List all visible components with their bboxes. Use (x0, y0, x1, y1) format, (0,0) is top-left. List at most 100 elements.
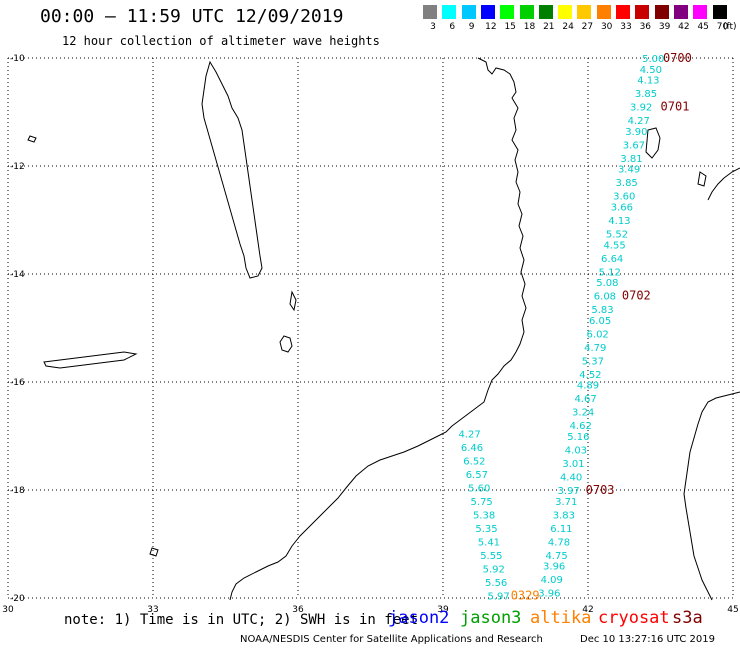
scale-swatch (712, 5, 727, 19)
wave-height-value: 3.71 (555, 497, 577, 508)
wave-height-value: 3.60 (613, 192, 635, 203)
observations-layer: 5.004.504.133.853.924.273.903.673.813.49… (458, 54, 664, 602)
wave-height-value: 3.92 (630, 103, 652, 114)
wave-height-value: 4.13 (637, 76, 659, 87)
wave-height-value: 5.08 (596, 278, 618, 289)
generated-timestamp: Dec 10 13:27:16 UTC 2019 (580, 634, 715, 645)
scale-swatch (442, 5, 457, 19)
wave-height-value: 6.64 (601, 254, 623, 265)
map-subtitle: 12 hour collection of altimeter wave hei… (62, 34, 380, 48)
scale-tick-label: 12 (485, 22, 497, 32)
wave-height-value: 4.78 (548, 537, 570, 548)
wave-height-value: 3.01 (562, 459, 584, 470)
wave-height-value: 5.12 (599, 267, 621, 278)
longitude-labels: 30 33 36 39 42 45 (2, 605, 738, 615)
scale-tick-label: 45 (697, 22, 709, 32)
credit-line: NOAA/NESDIS Center for Satellite Applica… (240, 634, 543, 645)
scale-tick-label: 70 (716, 22, 729, 32)
lat-tick-label: -20 (10, 594, 25, 604)
wave-height-value: 4.13 (608, 216, 630, 227)
wave-height-value: 3.97 (558, 486, 580, 497)
wave-height-value: 4.40 (560, 473, 582, 484)
scale-tick-label: 36 (639, 22, 652, 32)
lake-fragment-1 (289, 290, 297, 312)
scale-tick-label: 33 (620, 22, 632, 32)
wave-height-value: 4.62 (570, 421, 592, 432)
wave-height-value: 5.60 (468, 483, 490, 494)
lat-tick-label: -16 (10, 378, 25, 388)
scale-tick-label: 42 (678, 22, 690, 32)
scale-tick-label: 39 (658, 22, 671, 32)
wave-height-value: 6.05 (589, 316, 611, 327)
lon-tick-label: 33 (147, 605, 158, 615)
lon-tick-label: 39 (437, 605, 449, 615)
graticule (7, 57, 734, 599)
coastline (27, 57, 740, 601)
wave-height-value: 4.03 (565, 446, 587, 457)
comoros-island-1 (645, 127, 661, 159)
wave-height-value: 3.81 (620, 154, 642, 165)
wave-height-value: 3.96 (543, 562, 565, 573)
lon-tick-label: 36 (292, 605, 304, 615)
wave-height-value: 5.55 (480, 551, 502, 562)
wave-height-value: 4.89 (577, 381, 599, 392)
lake-malawi (201, 60, 263, 279)
scale-tick-label: 30 (600, 22, 613, 32)
time-marks-layer: 0700 0701 0702 0703 0329 (511, 51, 692, 602)
scale-swatch (577, 5, 592, 19)
scale-swatch (596, 5, 611, 19)
wave-height-value: 5.38 (473, 510, 495, 521)
wave-height-value: 4.67 (574, 394, 596, 405)
wave-height-value: 4.27 (628, 116, 650, 127)
time-mark: 0703 (586, 483, 615, 497)
satellite-label-s3a: s3a (672, 608, 703, 628)
scale-tick-label: 21 (543, 22, 555, 32)
scale-swatch (673, 5, 688, 19)
scale-tick-label: 15 (504, 22, 516, 32)
scale-units-label: (ft) (723, 22, 737, 32)
wave-height-value: 3.66 (611, 203, 633, 214)
wave-height-value: 3.96 (538, 589, 560, 600)
time-mark: 0329 (511, 588, 540, 602)
scale-swatch (480, 5, 495, 19)
lon-tick-label: 30 (2, 605, 14, 615)
time-mark: 0700 (663, 51, 692, 65)
wave-height-value: 5.41 (478, 537, 500, 548)
lake-chilwa (279, 335, 293, 353)
wave-height-value: 5.00 (642, 54, 664, 65)
lat-tick-label: -10 (10, 54, 25, 64)
lake-fragment-2 (27, 135, 37, 143)
satellite-label-altika: altika (530, 608, 592, 628)
wave-height-value: 3.49 (618, 165, 640, 176)
wave-height-value: 5.56 (485, 578, 507, 589)
scale-swatch (635, 5, 650, 19)
wave-height-value: 4.55 (603, 240, 625, 251)
latitude-labels: -10 -12 -14 -16 -18 -20 (10, 54, 25, 604)
small-island-1 (149, 547, 159, 557)
wave-height-value: 4.75 (545, 551, 567, 562)
wave-height-value: 6.11 (550, 524, 572, 535)
madagascar-west-coast (683, 391, 740, 601)
scale-swatch (519, 5, 534, 19)
wave-height-value: 6.46 (461, 443, 483, 454)
wave-height-value: 4.50 (640, 65, 662, 76)
wave-height-value: 6.52 (463, 456, 485, 467)
scale-tick-label: 9 (468, 22, 475, 32)
wave-height-value: 3.90 (625, 127, 647, 138)
wave-height-value: 4.79 (584, 343, 606, 354)
time-mark: 0702 (622, 289, 651, 303)
scale-tick-label: 6 (449, 22, 456, 32)
wave-height-value: 5.92 (483, 564, 505, 575)
wave-height-value: 3.67 (623, 140, 645, 151)
wave-height-value: 5.35 (475, 524, 497, 535)
lon-tick-label: 42 (582, 605, 593, 615)
madagascar-north-tip (707, 167, 740, 201)
wave-height-value: 3.85 (616, 178, 638, 189)
lon-tick-label: 45 (727, 605, 738, 615)
satellite-label-jason2: jason2 (388, 608, 450, 628)
scale-swatch (538, 5, 553, 19)
scale-tick-label: 18 (523, 22, 536, 32)
satellite-label-cryosat: cryosat (598, 608, 670, 628)
scale-tick-label: 27 (581, 22, 594, 32)
